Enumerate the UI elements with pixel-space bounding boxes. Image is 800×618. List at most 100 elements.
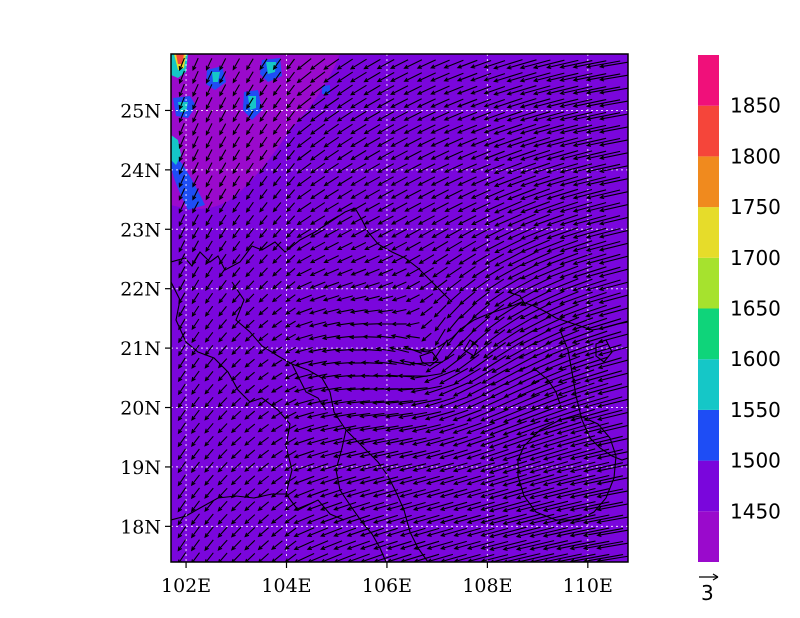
- wind-vector-arrow: [373, 373, 398, 378]
- wind-vector-arrow: [597, 359, 628, 370]
- wind-vector-arrow: [245, 241, 255, 252]
- wind-vector-arrow: [597, 385, 628, 396]
- wind-vector-arrow: [286, 163, 295, 174]
- wind-vector-arrow: [307, 386, 328, 393]
- wind-vector-arrow: [296, 58, 312, 71]
- wind-vector-arrow: [293, 424, 315, 433]
- wind-vector-arrow: [346, 400, 371, 406]
- wind-vector-arrow: [372, 489, 399, 498]
- longitude-tick-label: 110E: [563, 575, 613, 597]
- wind-vector-arrow: [244, 488, 256, 499]
- longitude-tick-label: 102E: [161, 575, 211, 597]
- wind-vector-arrow: [399, 463, 427, 472]
- wind-vector-arrow: [585, 240, 621, 252]
- wind-vector-arrow: [232, 123, 240, 136]
- wind-vector-arrow: [480, 527, 509, 537]
- wind-vector-arrow: [516, 553, 555, 562]
- wind-vector-arrow: [471, 215, 491, 225]
- height-1550-patch: [212, 72, 220, 82]
- wind-vector-arrow: [457, 124, 478, 134]
- wind-vector-arrow: [284, 346, 297, 354]
- colorbar-segment: [698, 409, 719, 461]
- wind-vector-arrow: [373, 540, 398, 550]
- wind-vector-arrow: [466, 527, 495, 537]
- wind-vector-arrow: [177, 474, 187, 487]
- wind-vector-arrow: [519, 290, 551, 306]
- wind-vector-arrow: [488, 500, 527, 513]
- wind-vector-arrow: [385, 425, 413, 432]
- wind-vector-arrow: [294, 360, 314, 367]
- wind-vector-arrow: [453, 514, 481, 524]
- wind-vector-arrow: [456, 98, 478, 108]
- wind-vector-arrow: [494, 213, 522, 227]
- wind-vector-arrow: [533, 226, 565, 240]
- wind-vector-arrow: [520, 239, 550, 253]
- wind-vector-arrow: [350, 268, 367, 276]
- wind-vector-arrow: [438, 422, 469, 434]
- wind-vector-arrow: [598, 242, 628, 252]
- wind-vector-arrow: [319, 412, 343, 419]
- wind-vector-arrow: [516, 394, 554, 410]
- wind-vector-arrow: [546, 111, 579, 122]
- wind-vector-arrow: [502, 513, 541, 526]
- wind-vector-arrow: [493, 84, 523, 96]
- wind-vector-arrow: [559, 253, 593, 266]
- wind-vector-arrow: [598, 294, 628, 304]
- wind-vector-arrow: [363, 295, 380, 302]
- wind-vector-arrow: [293, 488, 315, 498]
- wind-vector-arrow: [205, 136, 213, 149]
- wind-vector-arrow: [502, 420, 541, 436]
- wind-vector-arrow: [569, 461, 610, 474]
- wind-vector-arrow: [468, 354, 494, 372]
- wind-vector-arrow: [232, 240, 241, 252]
- wind-vector-arrow: [466, 540, 495, 550]
- wind-vector-arrow: [230, 514, 242, 525]
- wind-vector-arrow: [219, 84, 227, 97]
- wind-vector-arrow: [502, 407, 541, 423]
- wind-vector-arrow: [363, 84, 381, 96]
- wind-vector-arrow: [599, 165, 628, 174]
- wind-vector-arrow: [191, 370, 200, 382]
- colorbar: 1450 1500 1550 1600 1650 1700 1750 1800 1850: [698, 55, 781, 562]
- wind-vector-arrow: [257, 475, 270, 485]
- wind-vector-arrow: [349, 322, 367, 327]
- wind-vector-arrow: [488, 526, 527, 539]
- wind-vector-arrow: [323, 58, 340, 70]
- wind-vector-arrow: [543, 421, 582, 435]
- wind-vector-arrow: [205, 253, 213, 266]
- wind-vector-arrow: [386, 501, 412, 511]
- wind-vector-arrow: [377, 215, 394, 225]
- wind-vector-arrow: [466, 435, 496, 447]
- wind-vector-arrow: [246, 175, 254, 187]
- colorbar-segment: [698, 511, 719, 562]
- wind-vector-arrow: [377, 228, 394, 238]
- wind-vector-arrow: [359, 540, 384, 550]
- wind-vector-arrow: [494, 276, 522, 294]
- wind-vector-arrow: [572, 214, 607, 226]
- wind-vector-arrow: [466, 514, 495, 524]
- wind-vector-arrow: [320, 527, 343, 537]
- wind-vector-arrow: [569, 514, 610, 525]
- wind-vector-arrow: [244, 306, 255, 316]
- wind-vector-arrow: [204, 409, 214, 421]
- wind-vector-arrow: [542, 474, 582, 487]
- wind-vector-arrow: [259, 97, 268, 110]
- wind-vector-arrow: [359, 412, 385, 419]
- wind-vector-arrow: [390, 163, 408, 173]
- wind-vector-arrow: [399, 476, 427, 485]
- wind-vector-arrow: [558, 343, 594, 358]
- wind-vector-arrow: [470, 59, 492, 69]
- wind-vector-arrow: [559, 137, 593, 148]
- wind-vector-arrow: [425, 462, 454, 473]
- wind-vector-arrow: [409, 372, 443, 381]
- wind-vector-arrow: [546, 137, 579, 148]
- wind-vector-arrow: [308, 321, 327, 328]
- wind-vector-arrow: [597, 333, 628, 344]
- wind-vector-arrow: [484, 303, 505, 319]
- wind-vector-arrow: [218, 293, 227, 304]
- wind-vector-arrow: [190, 539, 200, 552]
- wind-vector-arrow: [546, 201, 579, 213]
- wind-vector-arrow: [178, 109, 185, 124]
- wind-vector-arrow: [323, 189, 339, 200]
- wind-vector-arrow: [244, 527, 256, 538]
